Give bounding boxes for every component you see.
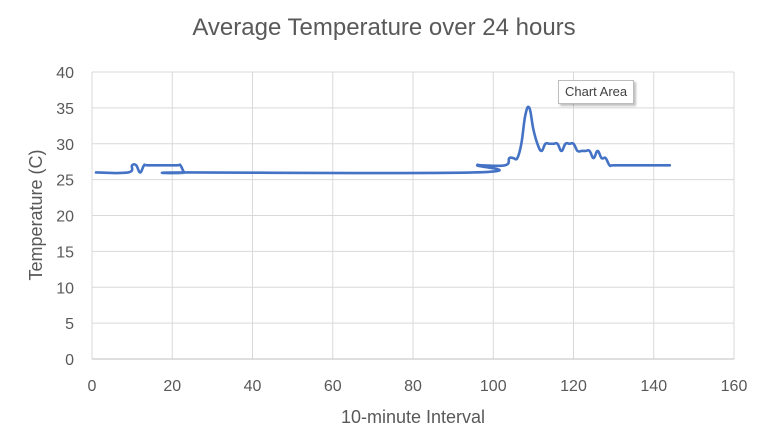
x-axis-label: 10-minute Interval [341, 407, 485, 427]
temperature-series-line[interactable] [94, 105, 672, 175]
x-tick-label-140: 140 [640, 378, 667, 395]
y-tick-label-10: 10 [56, 280, 74, 297]
y-tick-label-35: 35 [56, 101, 74, 118]
y-tick-label-30: 30 [56, 137, 74, 154]
y-tick-label-25: 25 [56, 173, 74, 190]
chart-area-tooltip: Chart Area [558, 80, 635, 104]
x-tick-label-160: 160 [721, 378, 748, 395]
y-tick-label-20: 20 [56, 209, 74, 226]
x-tick-label-80: 80 [404, 378, 422, 395]
y-tick-label-40: 40 [56, 65, 74, 82]
chart-title: Average Temperature over 24 hours [192, 14, 575, 41]
x-tick-label-20: 20 [163, 378, 181, 395]
y-tick-labels: 0 5 10 15 20 25 30 35 40 [56, 65, 74, 369]
x-tick-label-120: 120 [560, 378, 587, 395]
y-tick-label-15: 15 [56, 244, 74, 261]
x-tick-label-0: 0 [88, 378, 97, 395]
x-tick-labels: 0 20 40 60 80 100 120 140 160 [88, 378, 748, 395]
y-tick-label-0: 0 [65, 352, 74, 369]
y-tick-label-5: 5 [65, 316, 74, 333]
x-tick-label-100: 100 [480, 378, 507, 395]
x-tick-label-40: 40 [244, 378, 262, 395]
y-axis-label: Temperature (C) [26, 149, 46, 280]
x-tick-label-60: 60 [324, 378, 342, 395]
x-gridlines [91, 72, 735, 359]
